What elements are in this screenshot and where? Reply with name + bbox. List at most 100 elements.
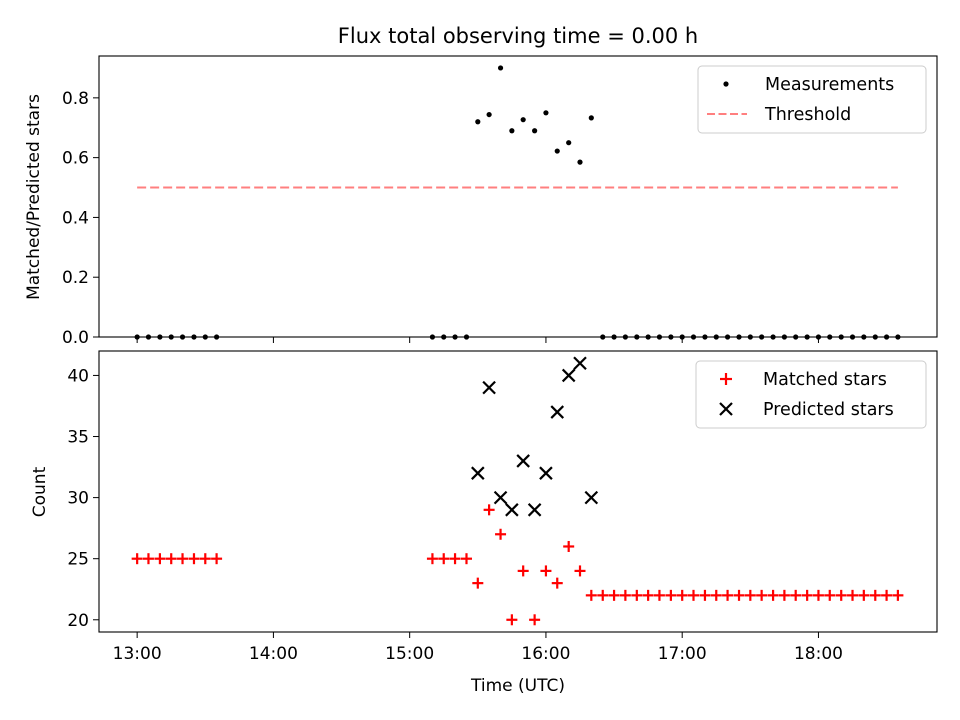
predicted-stars-point <box>550 405 565 419</box>
x-tick-label: 17:00 <box>658 644 707 664</box>
matched-stars-point <box>131 553 143 565</box>
measurements-point <box>543 110 549 116</box>
matched-stars-point <box>801 589 813 601</box>
matched-stars-point <box>199 553 211 565</box>
matched-stars-point <box>483 504 495 516</box>
bottom-plot-series <box>131 356 904 626</box>
matched-stars-point <box>585 589 597 601</box>
matched-stars-point <box>449 553 461 565</box>
top-y-tick-label: 0.4 <box>62 208 89 228</box>
matched-stars-point <box>540 565 552 577</box>
matched-stars-point <box>642 589 654 601</box>
matched-stars-point <box>563 540 575 552</box>
measurements-point <box>566 140 572 146</box>
x-tick-label: 18:00 <box>794 644 843 664</box>
matched-stars-point <box>426 553 438 565</box>
matched-stars-point <box>778 589 790 601</box>
bottom-plot-frame <box>98 350 938 633</box>
matched-stars-point <box>460 553 472 565</box>
predicted-stars-point <box>493 490 508 505</box>
legend-matched-label: Matched stars <box>763 370 887 390</box>
predicted-stars-point <box>573 356 587 370</box>
predicted-stars-point <box>471 466 485 480</box>
measurements-point <box>577 159 583 165</box>
legend-matched-marker <box>720 373 732 385</box>
measurements-point <box>532 128 538 134</box>
matched-stars-point <box>631 589 643 601</box>
bottom-y-tick-label: 30 <box>67 489 89 509</box>
predicted-stars-point <box>516 454 530 468</box>
matched-stars-point <box>733 589 745 601</box>
x-tick-label: 16:00 <box>521 644 570 664</box>
measurements-point <box>520 117 526 123</box>
matched-stars-point <box>472 577 484 589</box>
legend-predicted-label: Predicted stars <box>763 400 894 420</box>
predicted-stars-point <box>527 503 542 517</box>
matched-stars-point <box>767 589 779 601</box>
matched-stars-point <box>188 553 200 565</box>
top-y-tick-label: 0.6 <box>62 149 89 169</box>
predicted-stars-point <box>539 466 553 480</box>
x-tick-label: 13:00 <box>113 644 162 664</box>
legend-predicted-marker <box>719 402 733 416</box>
matched-stars-point <box>574 565 586 577</box>
measurements-point <box>588 115 594 121</box>
matched-stars-point <box>517 565 529 577</box>
matched-stars-point <box>551 577 563 589</box>
bottom-panel: 20 25 30 35 40 13:00 14:00 15:00 16:00 17:00 18:00… <box>30 350 938 696</box>
predicted-stars-point <box>584 490 599 505</box>
matched-stars-point <box>597 589 609 601</box>
measurements-point <box>509 128 515 134</box>
top-panel: 0.00.20.40.60.8 Matched/Predicted stars … <box>24 55 938 348</box>
measurements-point <box>486 111 492 118</box>
matched-stars-point <box>676 589 688 601</box>
top-legend: Measurements Threshold <box>697 65 927 134</box>
x-tick-label: 15:00 <box>385 644 434 664</box>
matched-stars-point <box>835 589 847 601</box>
matched-stars-point <box>619 589 631 601</box>
top-y-tick-label: 0.8 <box>62 89 89 109</box>
bottom-y-tick-label: 25 <box>67 550 89 570</box>
matched-stars-point <box>177 553 189 565</box>
matched-stars-point <box>869 589 881 601</box>
legend-measurements-label: Measurements <box>765 75 894 95</box>
bottom-legend: Matched stars Predicted stars <box>695 360 927 429</box>
measurements-point <box>497 65 504 71</box>
matched-stars-point <box>665 589 677 601</box>
matched-stars-point <box>744 589 756 601</box>
matched-stars-point <box>881 589 893 601</box>
matched-stars-point <box>812 589 824 601</box>
bottom-legend-box <box>695 360 927 429</box>
matched-stars-point <box>790 589 802 601</box>
matched-stars-point <box>142 553 154 565</box>
x-tick-label: 14:00 <box>249 644 298 664</box>
predicted-stars-point <box>482 380 496 395</box>
matched-stars-point <box>688 589 700 601</box>
matched-stars-point <box>756 589 768 601</box>
matched-stars-point <box>653 589 665 601</box>
measurements-point <box>554 148 560 154</box>
matched-stars-point <box>699 589 711 601</box>
matched-stars-point <box>529 614 541 626</box>
matched-stars-point <box>858 589 870 601</box>
matched-stars-point <box>154 553 166 565</box>
matched-stars-point <box>847 589 859 601</box>
measurements-point <box>475 119 481 125</box>
bottom-y-tick-label: 40 <box>67 366 89 386</box>
top-legend-box <box>697 65 927 134</box>
top-y-tick-label: 0.0 <box>62 328 89 348</box>
matched-stars-point <box>495 528 507 540</box>
legend-measurements-marker <box>723 81 729 87</box>
x-axis-label: Time (UTC) <box>470 676 565 696</box>
matched-stars-point <box>710 589 722 601</box>
top-y-tick-label: 0.2 <box>62 268 89 288</box>
matched-stars-point <box>608 589 620 601</box>
predicted-stars-point <box>561 368 576 383</box>
matched-stars-point <box>824 589 836 601</box>
matched-stars-point <box>211 553 223 565</box>
bottom-y-axis-label: Count <box>30 466 50 517</box>
bottom-y-tick-label: 35 <box>67 428 89 448</box>
matched-stars-point <box>892 589 904 601</box>
predicted-stars-point <box>505 503 519 517</box>
